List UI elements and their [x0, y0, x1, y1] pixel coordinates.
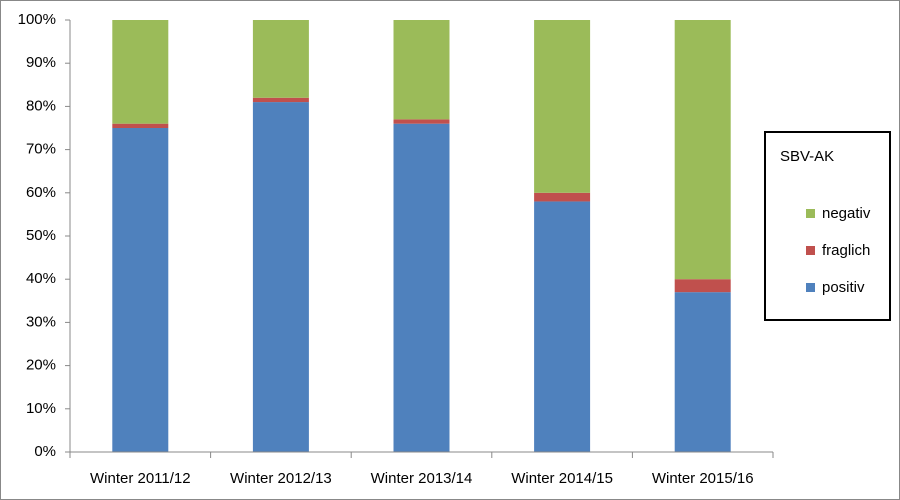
y-tick-label: 30% [26, 313, 56, 330]
x-tick-label: Winter 2013/14 [371, 470, 473, 487]
legend-swatch [806, 246, 815, 255]
legend-box [764, 131, 891, 321]
bar-segment [534, 192, 591, 202]
legend-title: SBV-AK [780, 148, 834, 165]
bar-segment [674, 279, 731, 293]
y-tick-label: 40% [26, 270, 56, 287]
bar-segment [393, 119, 450, 124]
x-tick-label: Winter 2015/16 [652, 470, 754, 487]
bar-segment [252, 97, 309, 103]
y-tick-label: 50% [26, 227, 56, 244]
legend-label: negativ [822, 205, 871, 222]
y-tick-label: 60% [26, 184, 56, 201]
bar-segment [674, 292, 731, 452]
bar-segment [393, 20, 450, 120]
bar-segment [112, 123, 169, 128]
bar-segment [534, 201, 591, 452]
legend-label: fraglich [822, 242, 870, 259]
y-tick-label: 90% [26, 54, 56, 71]
legend-swatch [806, 209, 815, 218]
y-tick-label: 10% [26, 400, 56, 417]
bar-segment [112, 20, 169, 124]
bar-segment [252, 20, 309, 98]
x-tick-label: Winter 2014/15 [511, 470, 613, 487]
bar-segment [252, 102, 309, 452]
y-tick-label: 80% [26, 97, 56, 114]
legend-label: positiv [822, 279, 865, 296]
bar-segment [393, 123, 450, 453]
x-tick-label: Winter 2012/13 [230, 470, 332, 487]
y-tick-label: 20% [26, 357, 56, 374]
y-tick-label: 100% [18, 11, 56, 28]
bar-segment [674, 20, 731, 280]
bar-segment [534, 20, 591, 193]
legend-swatch [806, 283, 815, 292]
x-tick-label: Winter 2011/12 [90, 470, 191, 487]
bar-segment [112, 128, 169, 452]
y-tick-label: 70% [26, 141, 56, 158]
y-tick-label: 0% [34, 443, 56, 460]
